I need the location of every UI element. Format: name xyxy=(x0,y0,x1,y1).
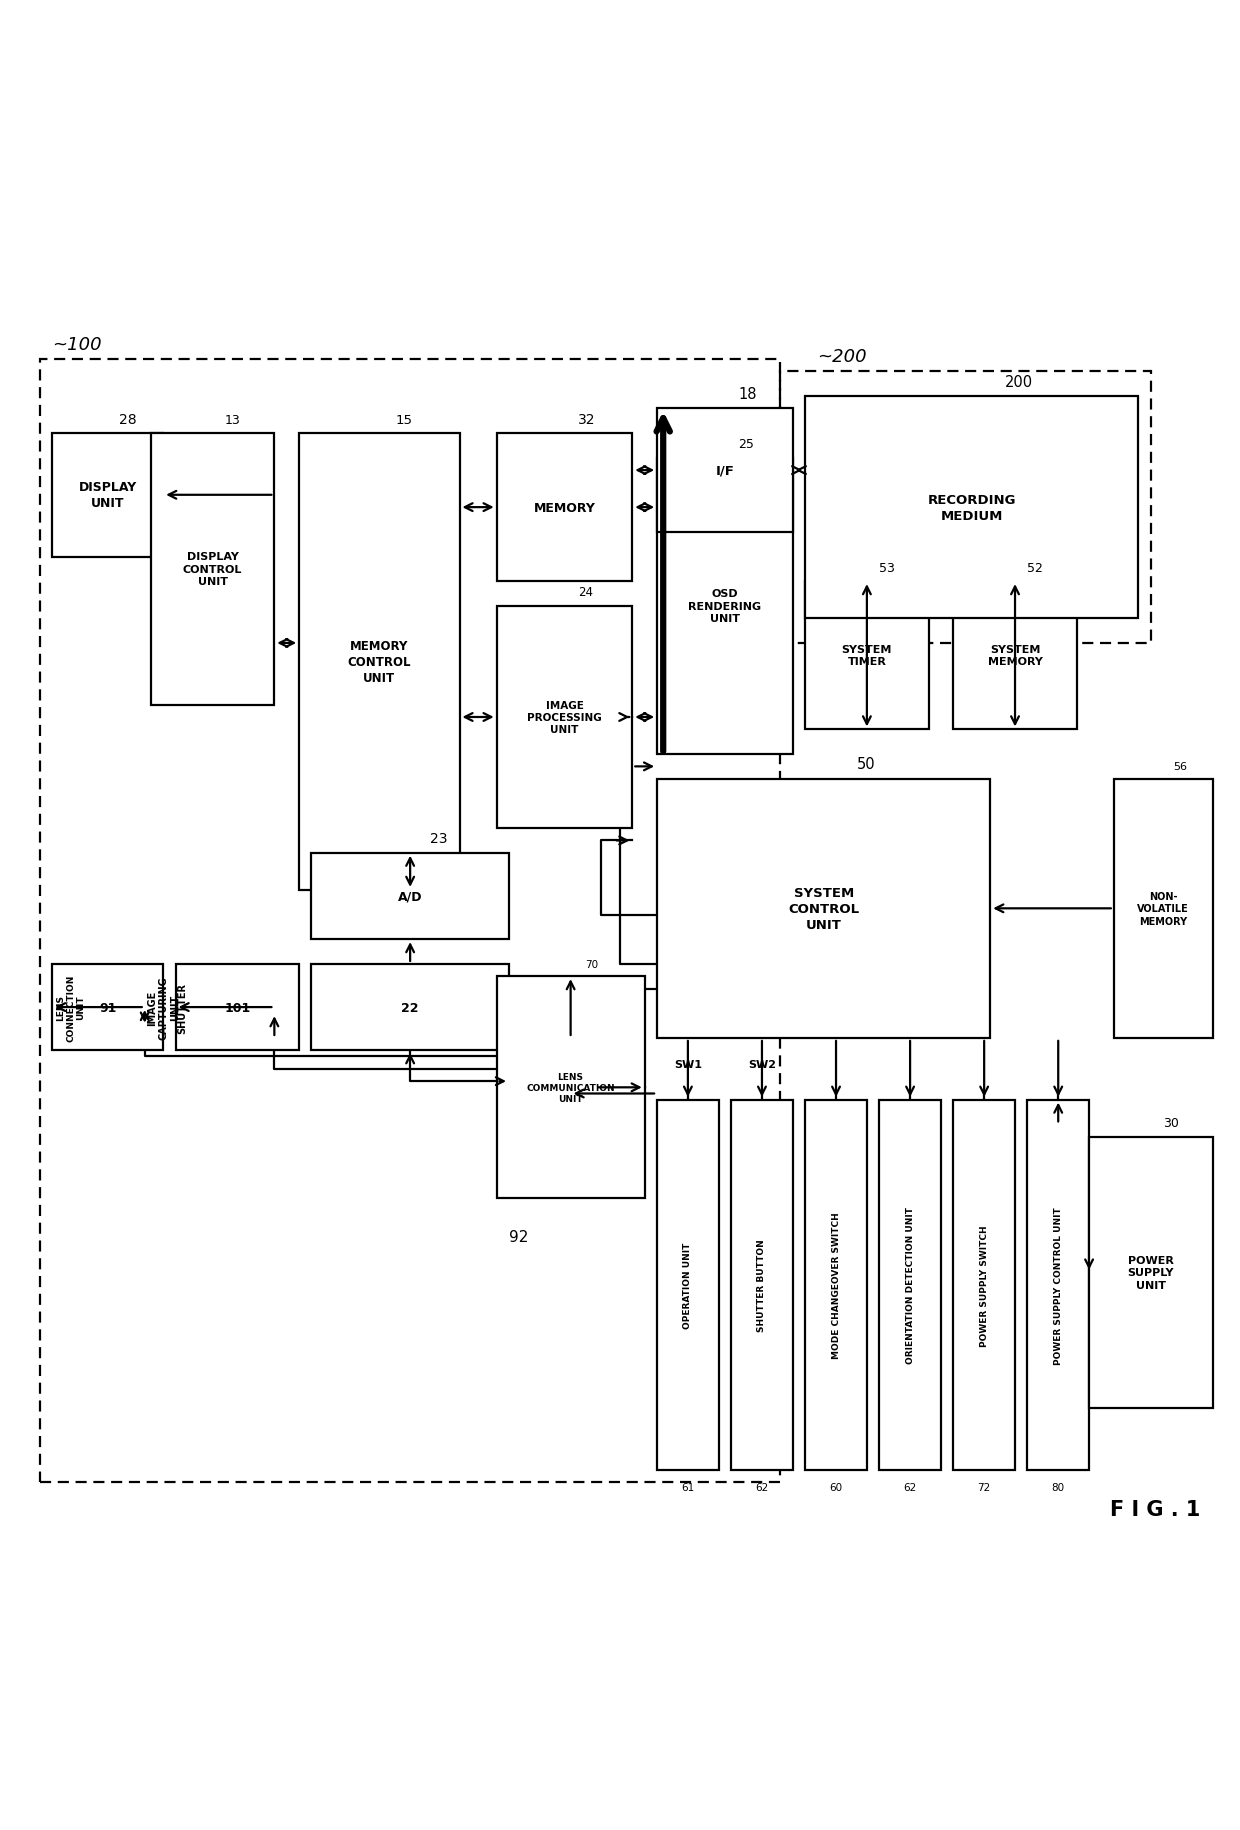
Bar xyxy=(176,964,299,1050)
Text: LENS
COMMUNICATION
UNIT: LENS COMMUNICATION UNIT xyxy=(526,1072,615,1103)
Text: 200: 200 xyxy=(1006,375,1033,390)
Text: IMAGE
CAPTURING
UNIT: IMAGE CAPTURING UNIT xyxy=(146,975,180,1039)
Text: POWER SUPPLY CONTROL UNIT: POWER SUPPLY CONTROL UNIT xyxy=(1054,1206,1063,1363)
Text: 61: 61 xyxy=(681,1482,694,1493)
Text: MEMORY: MEMORY xyxy=(533,501,595,514)
Text: SYSTEM
CONTROL
UNIT: SYSTEM CONTROL UNIT xyxy=(789,886,859,931)
Text: SYSTEM
MEMORY: SYSTEM MEMORY xyxy=(987,644,1043,668)
Text: MODE CHANGEOVER SWITCH: MODE CHANGEOVER SWITCH xyxy=(832,1211,841,1358)
Text: 62: 62 xyxy=(904,1482,916,1493)
Bar xyxy=(1089,1136,1213,1409)
Text: POWER
SUPPLY
UNIT: POWER SUPPLY UNIT xyxy=(1127,1255,1174,1290)
Text: OSD
RENDERING
UNIT: OSD RENDERING UNIT xyxy=(688,589,761,624)
Bar xyxy=(52,964,164,1050)
Text: 53: 53 xyxy=(879,562,895,575)
Text: 52: 52 xyxy=(1028,562,1043,575)
Text: 91: 91 xyxy=(99,1001,117,1014)
Text: SHUTTER: SHUTTER xyxy=(177,983,187,1032)
Text: NON-
VOLATILE
MEMORY: NON- VOLATILE MEMORY xyxy=(1137,891,1189,926)
Text: DISPLAY
UNIT: DISPLAY UNIT xyxy=(78,481,136,511)
Text: 56: 56 xyxy=(1173,761,1187,772)
Text: 30: 30 xyxy=(1163,1116,1179,1129)
Text: 70: 70 xyxy=(585,959,599,970)
Text: 92: 92 xyxy=(508,1230,528,1244)
Text: ~100: ~100 xyxy=(52,335,102,353)
Text: IMAGE
PROCESSING
UNIT: IMAGE PROCESSING UNIT xyxy=(527,701,601,736)
Text: 60: 60 xyxy=(830,1482,843,1493)
Text: SHUTTER BUTTON: SHUTTER BUTTON xyxy=(758,1239,766,1332)
Text: 62: 62 xyxy=(755,1482,769,1493)
Bar xyxy=(732,1100,792,1469)
Bar xyxy=(954,1100,1016,1469)
Text: 80: 80 xyxy=(1052,1482,1065,1493)
Bar xyxy=(805,1100,867,1469)
Bar xyxy=(879,1100,941,1469)
Text: SW2: SW2 xyxy=(748,1060,776,1069)
Text: LENS
CONNECTION
UNIT: LENS CONNECTION UNIT xyxy=(56,974,86,1041)
Bar xyxy=(52,434,164,556)
Bar xyxy=(151,434,274,705)
Text: POWER SUPPLY SWITCH: POWER SUPPLY SWITCH xyxy=(980,1224,988,1345)
Text: A/D: A/D xyxy=(398,889,423,902)
Text: 25: 25 xyxy=(739,437,754,452)
Text: 15: 15 xyxy=(396,414,413,426)
Text: OPERATION UNIT: OPERATION UNIT xyxy=(683,1243,692,1329)
Bar xyxy=(954,582,1076,730)
Text: SYSTEM
TIMER: SYSTEM TIMER xyxy=(842,644,892,668)
Text: SW1: SW1 xyxy=(673,1060,702,1069)
Bar xyxy=(657,410,792,533)
Text: 23: 23 xyxy=(430,833,448,845)
Bar xyxy=(1028,1100,1089,1469)
Text: MEMORY
CONTROL
UNIT: MEMORY CONTROL UNIT xyxy=(347,640,410,684)
Text: ORIENTATION DETECTION UNIT: ORIENTATION DETECTION UNIT xyxy=(905,1206,915,1363)
Text: DISPLAY
CONTROL
UNIT: DISPLAY CONTROL UNIT xyxy=(184,553,242,587)
Text: 22: 22 xyxy=(402,1001,419,1014)
Bar xyxy=(780,371,1151,644)
Bar xyxy=(496,977,645,1199)
Text: I/F: I/F xyxy=(715,465,734,478)
Text: 32: 32 xyxy=(578,412,595,426)
Text: 13: 13 xyxy=(224,414,241,426)
Bar xyxy=(299,434,460,891)
Bar xyxy=(805,397,1138,619)
Bar xyxy=(496,606,632,829)
Bar xyxy=(311,853,508,939)
Text: ~200: ~200 xyxy=(817,348,867,366)
Text: F I G . 1: F I G . 1 xyxy=(1110,1499,1200,1519)
Text: 72: 72 xyxy=(977,1482,991,1493)
Text: 101: 101 xyxy=(224,1001,250,1014)
Bar xyxy=(657,1100,719,1469)
Bar xyxy=(657,780,991,1038)
Text: RECORDING
MEDIUM: RECORDING MEDIUM xyxy=(928,494,1016,522)
Text: 18: 18 xyxy=(739,386,756,403)
Text: 24: 24 xyxy=(578,586,593,598)
Bar xyxy=(657,459,792,754)
Bar xyxy=(311,964,508,1050)
Bar xyxy=(805,582,929,730)
Bar xyxy=(496,434,632,582)
Text: 28: 28 xyxy=(119,412,136,426)
Bar xyxy=(40,361,780,1482)
Text: 50: 50 xyxy=(857,758,875,772)
Bar xyxy=(1114,780,1213,1038)
